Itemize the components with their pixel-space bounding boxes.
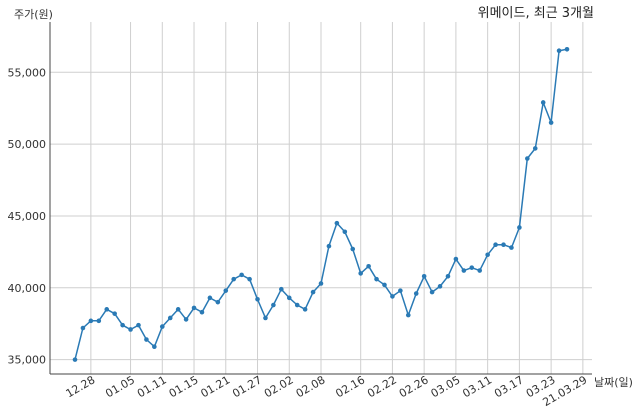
price-point [461,268,467,273]
price-point [183,317,189,322]
y-tick-label: 55,000 [8,66,47,79]
x-tick-label: 02.08 [294,373,328,400]
price-point [310,289,316,295]
price-point [532,146,538,151]
price-point [128,327,133,332]
price-point [136,322,141,328]
price-point [80,325,86,331]
price-point [437,284,443,289]
axes [49,22,592,375]
price-point [255,296,260,302]
price-point [485,252,490,258]
x-tick-label: 01.05 [103,373,137,400]
price-point [382,282,387,288]
price-point [540,100,546,105]
price-point [517,225,522,230]
price-point [223,288,229,293]
price-point [144,337,149,342]
price-point [493,242,498,247]
price-point [231,276,237,282]
price-point [263,315,268,321]
x-tick-label: 01.11 [135,373,169,400]
grid-lines [50,22,592,374]
price-point [556,48,562,54]
x-tick-label: 03.05 [429,373,463,400]
price-point [318,281,324,286]
x-tick-label: 03.17 [492,373,526,400]
price-point [421,274,427,279]
price-point [239,272,244,278]
price-point [286,295,292,301]
price-point [96,318,102,324]
y-tick-label: 40,000 [8,282,47,295]
price-point [358,271,363,276]
price-point [326,243,332,249]
price-point [342,229,348,235]
price-point [215,299,221,305]
price-point [350,246,356,252]
price-point [88,318,94,324]
price-point [398,288,403,293]
price-point [191,305,197,311]
price-point [271,302,276,308]
y-axis-title: 주가(원) [14,8,53,21]
x-tick-label: 01.15 [167,373,201,400]
y-tick-label: 35,000 [8,354,47,367]
price-point [72,357,78,362]
price-point [247,276,252,282]
x-tick-label: 01.21 [198,373,232,400]
price-series [72,46,570,362]
price-point [564,46,570,52]
x-tick-label: 02.02 [262,373,296,400]
price-point [501,242,506,247]
price-point [390,294,395,299]
price-point [366,263,371,269]
price-point [525,156,530,161]
price-point [413,291,419,296]
price-point [120,322,125,328]
price-point [159,324,165,329]
x-tick-label: 02.22 [365,373,399,400]
price-point [112,311,117,316]
price-point [469,265,475,270]
price-point [548,120,554,125]
price-point [302,307,308,312]
price-point [175,307,181,312]
x-tick-label: 02.26 [397,373,431,400]
chart-title: 위메이드, 최근 3개월 [478,6,594,21]
price-point [152,344,157,350]
x-tick-label: 01.27 [230,373,264,400]
x-axis-title: 날짜(일) [594,375,633,389]
price-point [453,256,459,262]
price-point [509,245,514,250]
price-point [429,289,435,295]
y-tick-label: 50,000 [8,138,47,151]
x-tick-label: 02.16 [333,373,367,400]
price-point [445,274,451,279]
price-point [477,268,483,273]
price-point [207,295,213,301]
price-point [279,286,284,292]
price-point [374,276,379,282]
price-point [104,307,110,312]
y-tick-label: 45,000 [8,210,47,223]
price-point [334,220,340,226]
x-tick-label: 12.28 [64,373,98,400]
price-point [167,315,173,321]
price-point [199,309,205,315]
x-tick-labels: 12.28 01.0501.1101.1501.2101.2702.0202.08… [64,373,590,409]
x-tick-label: 03.11 [460,373,494,400]
price-point [294,302,300,308]
price-point [405,312,411,318]
y-tick-labels: 35,000 40,000 45,000 50,000 55,000 [8,66,47,366]
